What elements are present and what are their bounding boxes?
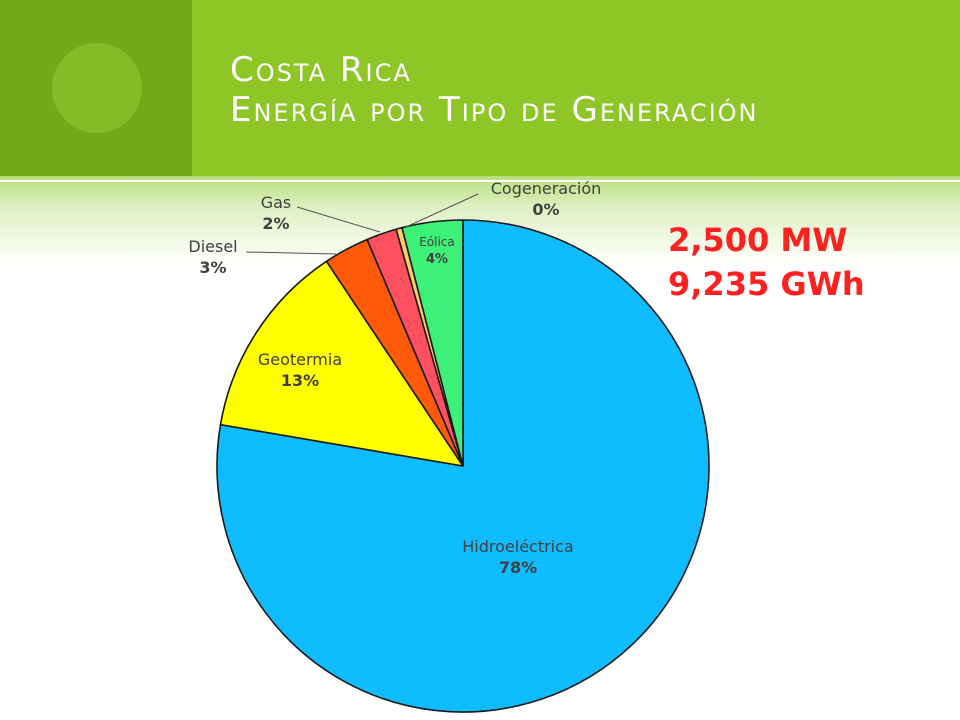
slice-value-diesel: 3% [199,258,226,277]
slice-value-eolica: 4% [426,252,448,267]
slice-label-gas: Gas [261,193,292,212]
slice-label-geotermia: Geotermia [258,350,342,369]
energy-total: 9,235 GWh [668,265,865,303]
slice-value-cogeneracion: 0% [532,200,559,219]
slice-value-hidroelectrica: 78% [499,558,537,577]
pie-slice-eolica [401,219,464,467]
pie-slice-geotermia [219,260,464,467]
decorative-circle-icon [52,43,142,133]
capacity-total: 2,500 MW [668,221,848,259]
slice-label-cogeneracion: Cogeneración [491,179,602,198]
totals-callout: 2,500 MW 9,235 GWh [668,218,865,306]
leader-line-diesel [245,251,337,255]
leader-line-gas [296,206,381,233]
slide-title: Costa Rica Energía por Tipo de Generació… [230,50,759,130]
slice-value-geotermia: 13% [281,371,319,390]
slide-title-line-1: Costa Rica [230,50,412,90]
slice-label-hidroelectrica: Hidroeléctrica [462,537,573,556]
slice-label-eolica: Eólica [419,235,455,249]
pie-slice-hidroelectrica [216,219,710,713]
slice-label-diesel: Diesel [188,237,237,256]
leader-line-cogeneracion [405,193,479,228]
divider-line [0,180,960,182]
title-band [192,0,960,176]
slide-title-line-2: Energía por Tipo de Generación [230,90,759,130]
slice-value-gas: 2% [262,214,289,233]
